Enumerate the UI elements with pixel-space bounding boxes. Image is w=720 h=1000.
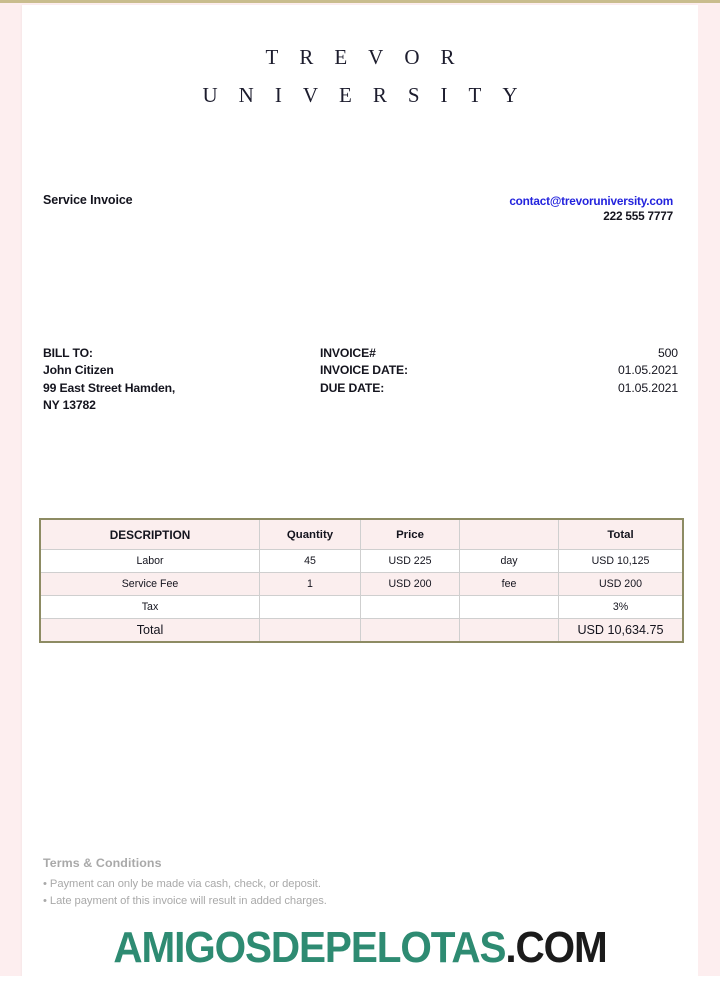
letterhead-line-1: TREVOR xyxy=(265,45,476,69)
cell-grand-total: USD 10,634.75 xyxy=(558,618,684,643)
table-row: Service Fee 1 USD 200 fee USD 200 xyxy=(39,572,684,596)
column-header-description: DESCRIPTION xyxy=(39,518,260,550)
cell-total: USD 200 xyxy=(558,572,684,596)
watermark-name: AMIGOSDEPELOTAS xyxy=(113,923,506,972)
letterhead: TREVOR UNIVERSITY xyxy=(22,38,698,114)
bill-to-label: BILL TO: xyxy=(43,346,93,360)
cell-description: Labor xyxy=(39,549,260,573)
invoice-items-table: DESCRIPTION Quantity Price Total Labor 4… xyxy=(39,518,684,643)
page-top-rule xyxy=(0,0,720,3)
watermark-tld: .COM xyxy=(505,923,607,972)
contact-phone: 222 555 7777 xyxy=(603,209,673,223)
cell-total-price xyxy=(360,618,460,643)
invoice-meta-block: INVOICE# 500 INVOICE DATE: 01.05.2021 DU… xyxy=(320,345,678,397)
cell-description: Tax xyxy=(39,595,260,619)
column-header-total: Total xyxy=(558,518,684,550)
due-date-value: 01.05.2021 xyxy=(618,380,678,395)
table-header-row: DESCRIPTION Quantity Price Total xyxy=(39,518,684,550)
bill-to-address-line-1: 99 East Street Hamden, xyxy=(43,380,176,395)
cell-total: 3% xyxy=(558,595,684,619)
document-type-title: Service Invoice xyxy=(43,193,133,207)
letterhead-line-2: UNIVERSITY xyxy=(202,83,539,107)
terms-line: • Payment can only be made via cash, che… xyxy=(43,878,321,890)
terms-title: Terms & Conditions xyxy=(43,856,162,870)
cell-description: Service Fee xyxy=(39,572,260,596)
cell-price: USD 225 xyxy=(360,549,460,573)
table-row: Labor 45 USD 225 day USD 10,125 xyxy=(39,549,684,573)
invoice-number-value: 500 xyxy=(657,346,678,360)
due-date-label: DUE DATE: xyxy=(320,380,385,395)
cell-total-label: Total xyxy=(39,618,260,643)
cell-price: USD 200 xyxy=(360,572,460,596)
invoice-date-label: INVOICE DATE: xyxy=(320,363,408,378)
invoice-number-row: INVOICE# 500 xyxy=(320,345,678,362)
bill-to-name: John Citizen xyxy=(43,363,114,378)
due-date-row: DUE DATE: 01.05.2021 xyxy=(320,380,678,397)
cell-total-quantity xyxy=(259,618,361,643)
column-header-quantity: Quantity xyxy=(259,518,361,550)
cell-quantity: 45 xyxy=(259,549,361,573)
terms-line: • Late payment of this invoice will resu… xyxy=(43,895,327,907)
cell-unit xyxy=(459,595,559,619)
cell-total: USD 10,125 xyxy=(558,549,684,573)
cell-unit: day xyxy=(459,549,559,573)
cell-unit: fee xyxy=(459,572,559,596)
table-row: Tax 3% xyxy=(39,595,684,619)
bill-to-address-line-2: NY 13782 xyxy=(43,398,96,413)
bill-to-block: BILL TO: John Citizen 99 East Street Ham… xyxy=(43,345,175,415)
cell-quantity xyxy=(259,595,361,619)
contact-email[interactable]: contact@trevoruniversity.com xyxy=(509,194,673,208)
invoice-page-sheet xyxy=(22,5,698,1000)
invoice-number-label: INVOICE# xyxy=(320,346,376,360)
terms-and-conditions: Terms & Conditions • Payment can only be… xyxy=(43,856,327,910)
invoice-date-row: INVOICE DATE: 01.05.2021 xyxy=(320,362,678,379)
page-bottom-margin xyxy=(0,976,720,1000)
site-watermark: AMIGOSDEPELOTAS.COM xyxy=(29,923,691,973)
cell-total-unit xyxy=(459,618,559,643)
table-total-row: Total USD 10,634.75 xyxy=(39,618,684,643)
column-header-unit xyxy=(459,518,559,550)
column-header-price: Price xyxy=(360,518,460,550)
contact-block: contact@trevoruniversity.com 222 555 777… xyxy=(509,194,673,224)
cell-quantity: 1 xyxy=(259,572,361,596)
cell-price xyxy=(360,595,460,619)
invoice-date-value: 01.05.2021 xyxy=(618,363,678,378)
